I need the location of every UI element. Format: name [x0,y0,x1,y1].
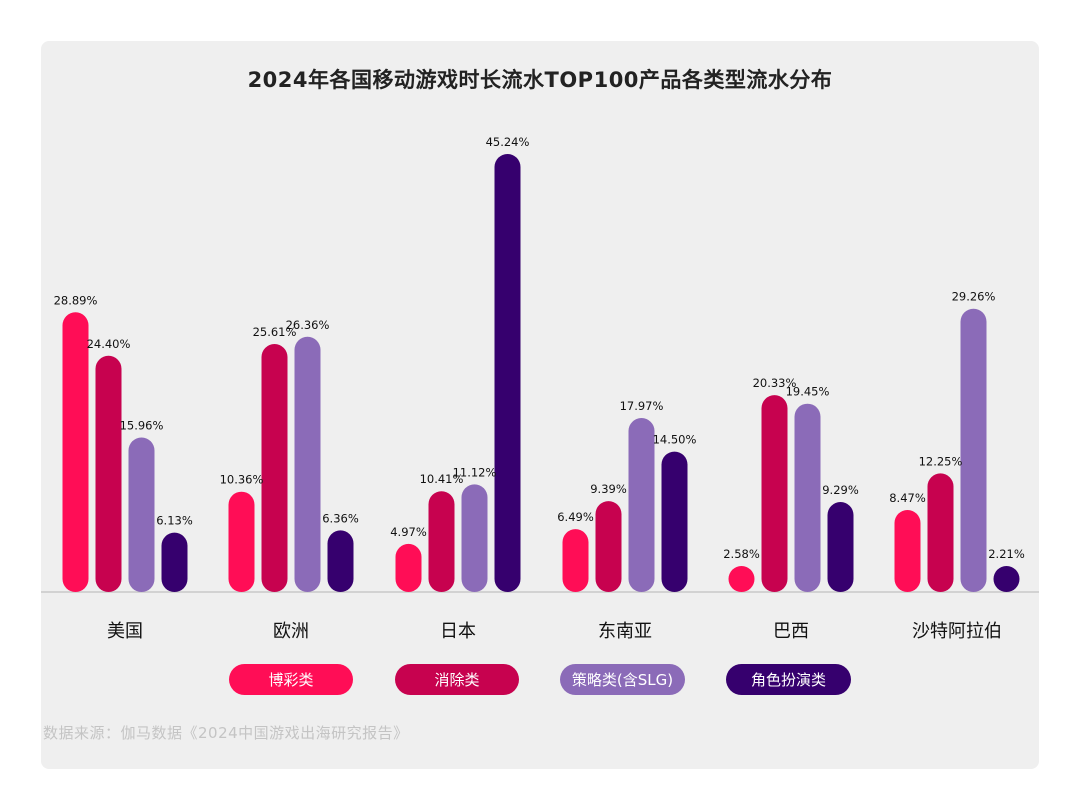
legend-item-strategy[interactable]: 策略类(含SLG) [560,664,685,695]
bar-strategy-5 [960,308,987,592]
category-label-2: 日本 [440,621,476,642]
legend-label: 角色扮演类 [750,671,826,689]
bar-gambling-4 [728,566,755,592]
source-note: 数据来源：伽马数据《2024中国游戏出海研究报告》 [43,724,409,742]
value-label-strategy-2: 11.12% [453,465,497,479]
legend-label: 策略类(含SLG) [571,671,674,689]
value-label-match-3: 9.39% [590,482,627,496]
value-label-match-5: 12.25% [919,454,963,468]
bar-strategy-3 [628,418,655,592]
bar-match-5 [927,473,954,592]
bar-match-1 [261,344,288,592]
bar-gambling-3 [562,529,589,592]
bar-gambling-2 [395,543,422,592]
bars-group [62,154,1020,592]
value-label-strategy-3: 17.97% [620,399,664,413]
bar-match-0 [95,355,122,592]
value-label-strategy-4: 19.45% [786,385,830,399]
legend-item-rpg[interactable]: 角色扮演类 [726,664,851,695]
bar-rpg-2 [494,154,521,592]
value-label-match-2: 10.41% [420,472,464,486]
value-label-rpg-3: 14.50% [653,433,697,447]
bar-match-3 [595,501,622,592]
chart-title: 2024年各国移动游戏时长流水TOP100产品各类型流水分布 [247,68,833,92]
bar-strategy-4 [794,403,821,592]
bar-match-2 [428,491,455,592]
value-label-strategy-0: 15.96% [120,418,164,432]
value-label-gambling-5: 8.47% [889,491,926,505]
value-label-rpg-4: 9.29% [822,483,859,497]
value-label-gambling-2: 4.97% [390,525,427,539]
value-label-strategy-1: 26.36% [286,318,330,332]
value-label-strategy-5: 29.26% [952,290,996,304]
category-label-5: 沙特阿拉伯 [912,621,1002,642]
bar-rpg-3 [661,451,688,592]
bar-gambling-1 [228,491,255,592]
bar-strategy-0 [128,437,155,592]
legend-item-gambling[interactable]: 博彩类 [229,664,353,695]
category-label-4: 巴西 [773,621,809,642]
bar-gambling-5 [894,509,921,592]
bar-rpg-1 [327,530,354,592]
value-label-match-1: 25.61% [253,325,297,339]
value-label-rpg-0: 6.13% [156,514,193,528]
value-label-rpg-2: 45.24% [486,135,530,149]
bar-rpg-0 [161,532,188,592]
category-label-0: 美国 [107,621,143,642]
legend-item-match[interactable]: 消除类 [395,664,519,695]
value-label-gambling-4: 2.58% [723,547,760,561]
bar-rpg-5 [993,566,1020,592]
value-label-match-4: 20.33% [753,376,797,390]
bar-strategy-1 [294,336,321,592]
value-label-match-0: 24.40% [87,337,131,351]
legend-label: 博彩类 [268,671,314,689]
category-label-3: 东南亚 [598,621,652,642]
category-labels-group: 美国 欧洲 日本 东南亚 巴西 沙特阿拉伯 [107,621,1002,642]
bar-match-4 [761,395,788,592]
bar-rpg-4 [827,502,854,592]
value-label-gambling-0: 28.89% [54,293,98,307]
bar-strategy-2 [461,484,488,592]
value-labels-group: 28.89% 24.40% 15.96% 6.13% 10.36% 25.61%26.36… [54,135,1025,561]
value-label-gambling-1: 10.36% [220,473,264,487]
bar-gambling-0 [62,312,89,592]
value-label-gambling-3: 6.49% [557,510,594,524]
category-label-1: 欧洲 [273,621,309,642]
legend-label: 消除类 [434,671,480,689]
value-label-rpg-5: 2.21% [988,547,1025,561]
value-label-rpg-1: 6.36% [322,511,359,525]
chart-card [41,41,1039,769]
